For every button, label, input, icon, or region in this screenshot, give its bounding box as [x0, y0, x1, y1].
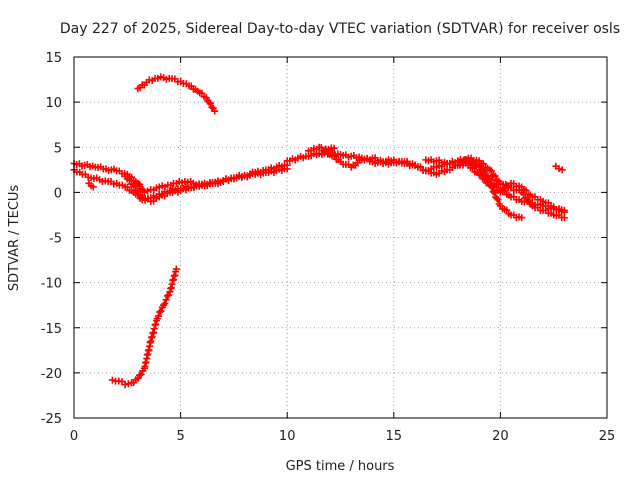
x-tick-label: 15	[386, 429, 403, 444]
x-tick-label: 25	[599, 429, 616, 444]
data-point	[89, 183, 97, 191]
data-markers	[70, 73, 568, 389]
data-point	[135, 188, 143, 196]
series-track-3	[121, 172, 227, 205]
y-tick-label: -10	[41, 277, 62, 292]
data-point	[469, 164, 477, 172]
y-tick-label: 15	[45, 51, 62, 66]
x-axis-label: GPS time / hours	[286, 459, 395, 474]
y-tick-label: 5	[54, 141, 62, 156]
series-track-4	[134, 73, 219, 115]
x-tick-label: 10	[279, 429, 296, 444]
data-point	[161, 300, 169, 308]
x-tick-label: 0	[70, 429, 78, 444]
data-point	[219, 178, 227, 186]
data-point	[525, 196, 533, 204]
data-point	[494, 196, 502, 204]
series-track-9	[464, 161, 568, 216]
data-point	[493, 194, 501, 202]
data-point	[125, 176, 133, 184]
y-axis-label: SDTVAR / TECUs	[7, 185, 22, 292]
data-point	[157, 307, 165, 315]
data-point	[478, 166, 486, 174]
data-point	[202, 94, 210, 102]
data-point	[160, 301, 168, 309]
data-point	[121, 381, 129, 389]
x-tick-label: 20	[492, 429, 509, 444]
chart-title: Day 227 of 2025, Sidereal Day-to-day VTE…	[60, 21, 620, 37]
grid-lines	[74, 57, 607, 418]
data-point	[330, 144, 338, 152]
y-tick-label: 10	[45, 96, 62, 111]
data-point	[491, 172, 499, 180]
series-track-8	[422, 154, 568, 222]
data-point	[154, 312, 162, 320]
data-point	[124, 380, 132, 388]
y-tick-label: -25	[41, 412, 62, 427]
data-point	[522, 186, 530, 194]
data-point	[211, 107, 219, 115]
data-point	[503, 206, 511, 214]
series-track-5	[108, 265, 180, 389]
y-tick-label: 0	[54, 186, 62, 201]
x-tick-label: 5	[176, 429, 184, 444]
data-point	[108, 376, 116, 384]
data-point	[163, 292, 171, 300]
y-tick-label: -20	[41, 367, 62, 382]
y-tick-label: -5	[49, 232, 62, 247]
data-point	[206, 99, 214, 107]
data-point	[165, 291, 173, 299]
data-point	[208, 103, 216, 111]
data-point	[144, 187, 152, 195]
y-tick-label: -15	[41, 322, 62, 337]
data-point	[172, 265, 180, 273]
data-point	[488, 167, 496, 175]
data-point	[480, 175, 488, 183]
series-track-10	[552, 162, 566, 174]
data-point	[477, 171, 485, 179]
data-point	[560, 208, 568, 216]
data-point	[131, 182, 139, 190]
data-point	[555, 165, 563, 173]
data-point	[518, 214, 526, 222]
data-point	[479, 160, 487, 168]
series-track-11	[85, 179, 97, 191]
data-point	[205, 98, 213, 106]
data-point	[558, 166, 566, 174]
series-track-12	[322, 144, 338, 153]
data-point	[137, 371, 145, 379]
axis-ticks: 0 5 10 15 20 25 -25 -20 -15 -10 -5 0 5 10 15	[41, 51, 616, 444]
data-point	[156, 308, 164, 316]
data-point	[136, 180, 144, 188]
data-point	[162, 296, 170, 304]
